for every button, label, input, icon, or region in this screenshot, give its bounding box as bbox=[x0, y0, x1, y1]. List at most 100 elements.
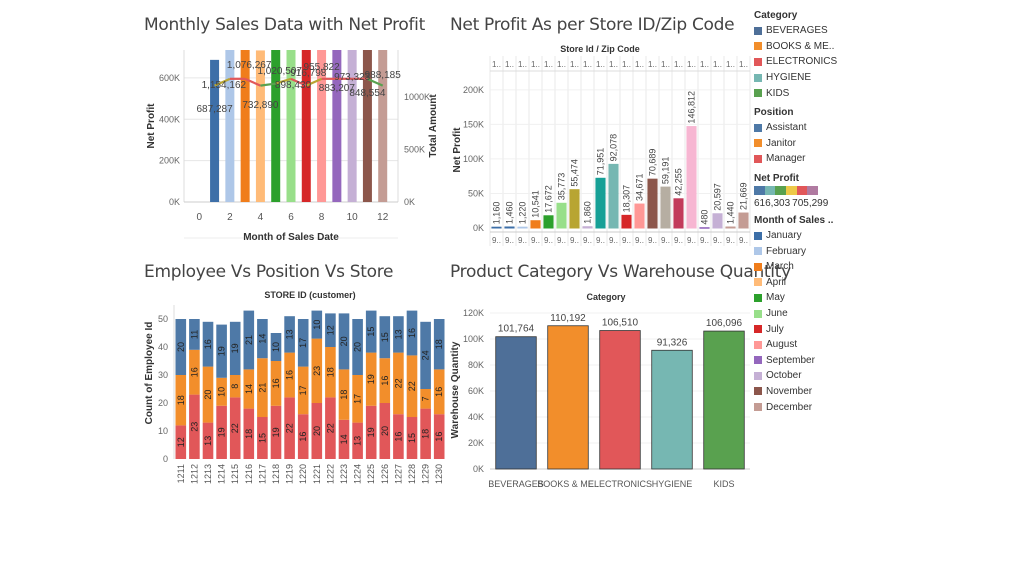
data-label: 732,890 bbox=[242, 100, 279, 111]
bar-segment-assistant bbox=[257, 319, 268, 359]
data-label: 21,669 bbox=[739, 182, 749, 210]
month-legend-item[interactable]: November bbox=[754, 384, 854, 400]
x-tick-label: 1215 bbox=[230, 464, 240, 484]
month-legend-label: November bbox=[766, 385, 813, 397]
bar-segment-assistant bbox=[229, 321, 241, 375]
position-legend-swatch bbox=[754, 123, 762, 132]
x-tick-label: 1228 bbox=[407, 464, 417, 484]
store-id-label: 1.. bbox=[674, 60, 683, 69]
month-legend-item[interactable]: July bbox=[754, 321, 854, 337]
zip-code-label: 9.. bbox=[544, 236, 553, 245]
month-legend-swatch bbox=[754, 340, 762, 349]
store-id-label: 1.. bbox=[713, 60, 722, 69]
x-tick-label: 1213 bbox=[203, 464, 213, 484]
bar-segment-manager bbox=[216, 405, 227, 459]
data-label: 848,554 bbox=[349, 88, 386, 99]
x-axis-title: STORE ID (customer) bbox=[264, 290, 355, 300]
segment-label: 8 bbox=[230, 384, 240, 389]
netprofit-legend-title: Net Profit bbox=[754, 172, 799, 184]
month-legend-item[interactable]: January bbox=[754, 228, 854, 244]
month-legend-item[interactable]: April bbox=[754, 275, 854, 291]
month-legend-item[interactable]: February bbox=[754, 243, 854, 259]
category-legend-item[interactable]: ELECTRONICS bbox=[754, 54, 854, 70]
segment-label: 16 bbox=[271, 378, 281, 388]
bar-segment-manager bbox=[325, 397, 336, 459]
segment-label: 19 bbox=[230, 343, 240, 353]
bar-segment-manager bbox=[189, 394, 200, 459]
data-label: 146,812 bbox=[687, 91, 697, 124]
netprofit-legend: Net Profit 616,303 705,299 bbox=[754, 173, 854, 209]
position-legend-item[interactable]: Assistant bbox=[754, 120, 854, 136]
bar-segment-manager bbox=[257, 417, 268, 459]
bar-segment-assistant bbox=[243, 310, 255, 370]
month-legend-item[interactable]: October bbox=[754, 368, 854, 384]
position-legend-label: Assistant bbox=[766, 122, 807, 134]
data-label: 110,192 bbox=[550, 313, 586, 324]
month-legend-label: October bbox=[766, 370, 802, 382]
segment-label: 14 bbox=[257, 334, 267, 344]
month-legend-item[interactable]: September bbox=[754, 353, 854, 369]
month-legend-label: August bbox=[766, 339, 798, 351]
segment-label: 12 bbox=[176, 437, 186, 447]
monthly-chart-title: Monthly Sales Data with Net Profit bbox=[144, 15, 425, 35]
data-label: 1,220 bbox=[518, 202, 528, 225]
y-tick-label: 120K bbox=[463, 308, 484, 318]
position-legend-label: Janitor bbox=[766, 137, 797, 149]
segment-label: 16 bbox=[298, 432, 308, 442]
month-legend-item[interactable]: December bbox=[754, 399, 854, 415]
total-amount-line bbox=[366, 77, 384, 87]
store-id-label: 1.. bbox=[583, 60, 592, 69]
segment-label: 15 bbox=[366, 327, 376, 337]
bar-store-profit bbox=[504, 226, 515, 229]
month-legend-item[interactable]: May bbox=[754, 290, 854, 306]
month-legend-swatch bbox=[754, 325, 762, 334]
store-id-label: 1.. bbox=[622, 60, 631, 69]
month-legend-label: December bbox=[766, 401, 813, 413]
x-tick-label: HYGIENE bbox=[652, 479, 693, 489]
month-legend-swatch bbox=[754, 387, 762, 396]
netprofit-ramp-segment bbox=[796, 185, 808, 195]
zip-code-label: 9.. bbox=[648, 236, 657, 245]
segment-label: 10 bbox=[271, 342, 281, 352]
total-amount-line bbox=[214, 77, 231, 87]
data-label: 92,078 bbox=[609, 134, 619, 162]
bar-segment-assistant bbox=[270, 333, 282, 361]
month-legend-item[interactable]: June bbox=[754, 306, 854, 322]
total-amount-line bbox=[244, 77, 261, 87]
position-legend-item[interactable]: Janitor bbox=[754, 136, 854, 152]
bar-month-1 bbox=[210, 59, 220, 202]
month-legend-label: February bbox=[766, 245, 807, 257]
x-tick-label: 1220 bbox=[298, 464, 308, 484]
bar-store-profit bbox=[595, 177, 606, 229]
y-axis-title: Net Profit bbox=[452, 127, 463, 173]
position-legend-item[interactable]: Manager bbox=[754, 151, 854, 167]
category-legend-item[interactable]: BEVERAGES bbox=[754, 23, 854, 39]
segment-label: 18 bbox=[176, 395, 186, 405]
month-legend-item[interactable]: August bbox=[754, 337, 854, 353]
x-tick-label: 4 bbox=[258, 212, 264, 223]
segment-label: 23 bbox=[189, 422, 199, 432]
x-tick-label: 1219 bbox=[285, 464, 295, 484]
month-legend-swatch bbox=[754, 371, 762, 380]
bar-category bbox=[651, 349, 693, 470]
y-tick-label: 30 bbox=[158, 370, 168, 380]
store-id-label: 1.. bbox=[635, 60, 644, 69]
month-legend-label: July bbox=[766, 323, 784, 335]
category-legend-item[interactable]: BOOKS & ME.. bbox=[754, 39, 854, 55]
zip-code-label: 9.. bbox=[570, 236, 579, 245]
category-legend-item[interactable]: KIDS bbox=[754, 85, 854, 101]
y-tick-label: 150K bbox=[463, 119, 484, 129]
data-label: 988,185 bbox=[365, 70, 402, 81]
segment-label: 20 bbox=[380, 426, 390, 436]
netprofit-color-ramp bbox=[754, 185, 819, 195]
netprofit-ramp-segment bbox=[754, 185, 765, 195]
month-legend-item[interactable]: March bbox=[754, 259, 854, 275]
bar-store-profit bbox=[673, 198, 684, 229]
category-legend-item[interactable]: HYGIENE bbox=[754, 70, 854, 86]
month-legend-label: May bbox=[766, 292, 785, 304]
bar-segment-assistant bbox=[420, 321, 431, 389]
bar-segment-janitor bbox=[311, 338, 323, 403]
y2-tick-label: 0K bbox=[404, 197, 415, 207]
category-legend-label: BOOKS & ME.. bbox=[766, 40, 835, 52]
segment-label: 16 bbox=[380, 376, 390, 386]
